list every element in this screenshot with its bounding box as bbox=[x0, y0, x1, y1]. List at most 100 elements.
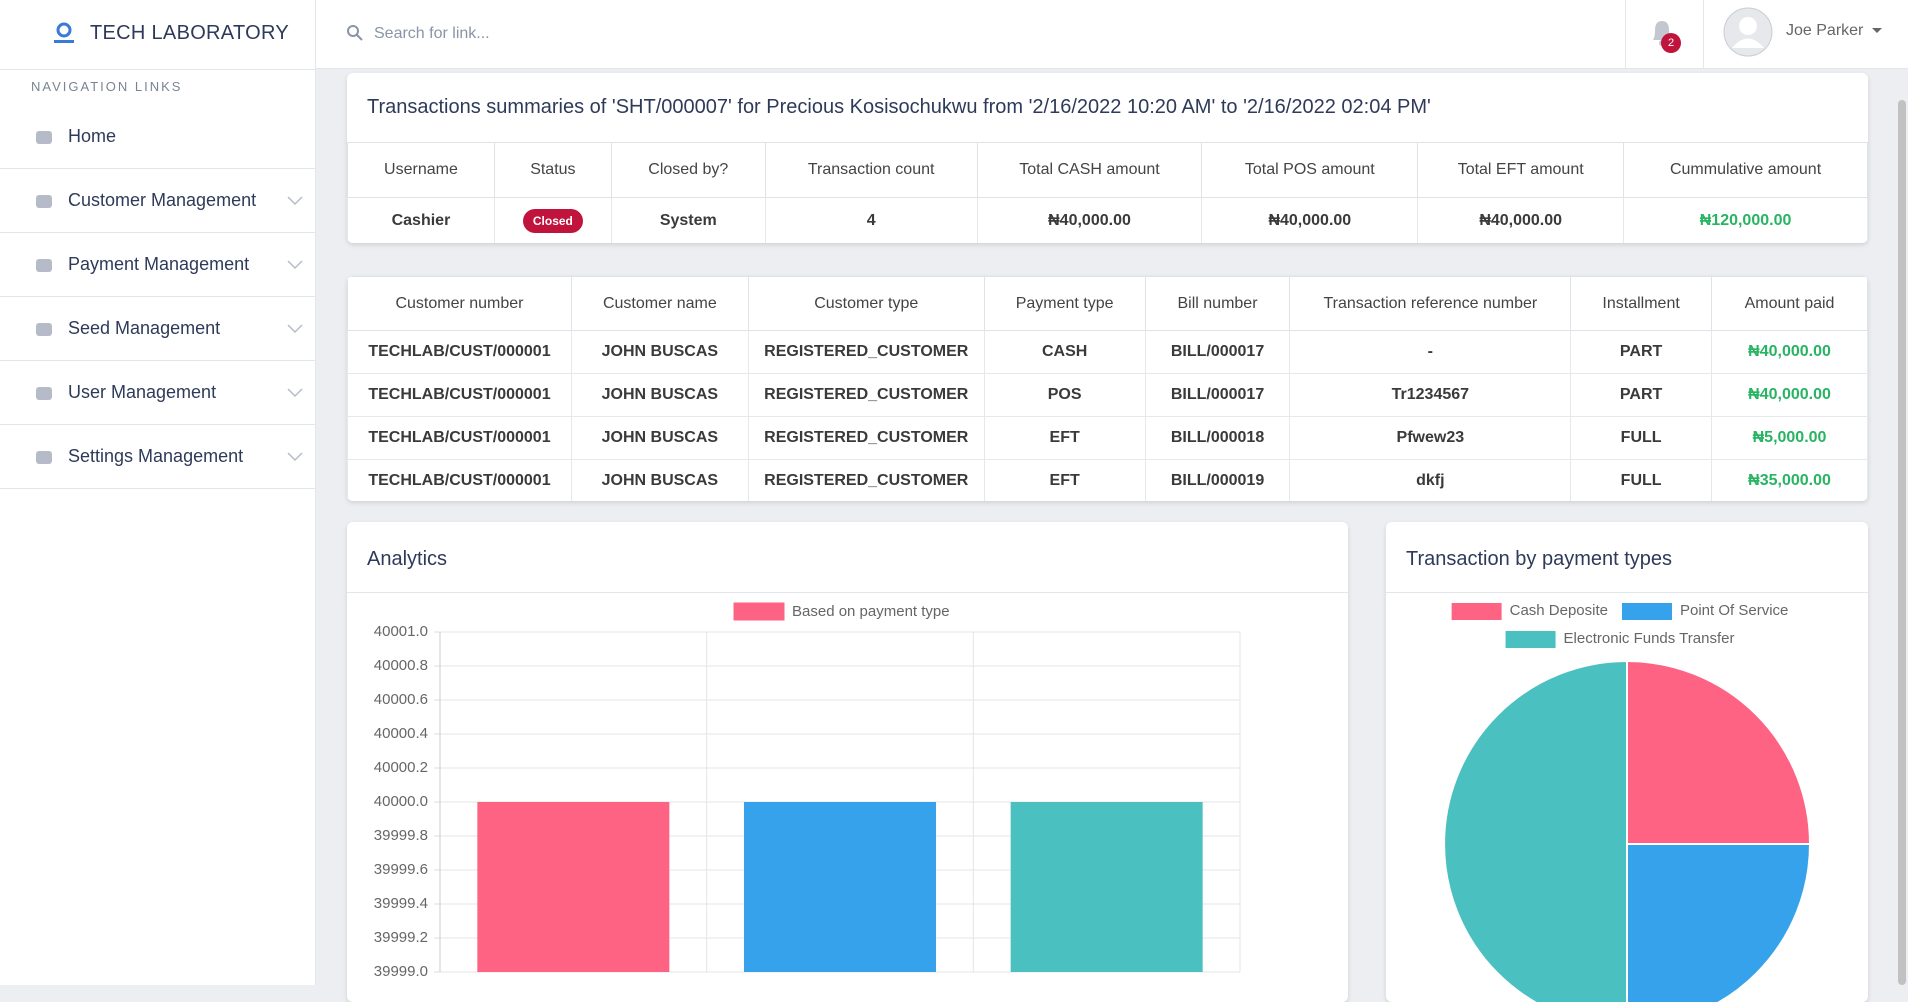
sidebar: TECH LABORATORY NAVIGATION LINKS Home Cus… bbox=[0, 0, 316, 985]
table-row: TECHLAB/CUST/000001 JOHN BUSCAS REGISTERED… bbox=[347, 373, 1868, 417]
legend-swatch bbox=[1622, 603, 1672, 620]
column-header: Status bbox=[493, 142, 612, 198]
table-cell: BILL/000019 bbox=[1144, 459, 1291, 501]
table-cell: EFT bbox=[983, 416, 1146, 460]
table-cell: ₦40,000.00 bbox=[1201, 197, 1419, 243]
header-row: Customer number Customer name Customer typ… bbox=[347, 276, 1868, 331]
logo bbox=[54, 22, 74, 43]
nav-item[interactable]: Home bbox=[0, 105, 316, 169]
table-row: TECHLAB/CUST/000001 JOHN BUSCAS REGISTERED… bbox=[347, 330, 1868, 374]
y-tick-label: 40000.8 bbox=[374, 657, 428, 674]
nav-item[interactable]: User Management bbox=[0, 361, 316, 425]
table-cell: ₦40,000.00 bbox=[1417, 197, 1625, 243]
transactions-table: Customer number Customer name Customer typ… bbox=[347, 276, 1868, 501]
legend-item: Electronic Funds Transfer bbox=[1505, 630, 1734, 648]
search-input[interactable]: Search for link... bbox=[374, 25, 490, 42]
table-head: Customer number Customer name Customer typ… bbox=[347, 276, 1868, 331]
table-cell: Tr1234567 bbox=[1289, 373, 1572, 417]
pie-slice bbox=[1626, 843, 1812, 1002]
table-cell: REGISTERED_CUSTOMER bbox=[747, 373, 985, 417]
nav-heading: NAVIGATION LINKS bbox=[31, 79, 183, 94]
table-cell: JOHN BUSCAS bbox=[570, 373, 749, 417]
table-cell: POS bbox=[983, 373, 1146, 417]
nav-icon-shape bbox=[36, 451, 52, 464]
legend-swatch bbox=[733, 602, 785, 621]
summary-table: Username Status Closed by? Transaction coun… bbox=[347, 142, 1868, 243]
column-header: Installment bbox=[1570, 276, 1713, 331]
column-header: Customer type bbox=[747, 276, 985, 331]
legend-swatch bbox=[1505, 631, 1556, 648]
legend-swatch bbox=[1451, 603, 1502, 620]
y-tick-label: 40000.2 bbox=[374, 759, 428, 776]
legend-label: Point Of Service bbox=[1680, 602, 1788, 619]
table-cell: TECHLAB/CUST/000001 bbox=[347, 459, 572, 501]
user-caret[interactable] bbox=[1871, 27, 1883, 35]
nav-chevron bbox=[287, 324, 303, 334]
table-cell: Cashier bbox=[347, 197, 495, 243]
y-tick-label: 39999.6 bbox=[374, 861, 428, 878]
table-cell: BILL/000017 bbox=[1144, 373, 1291, 417]
column-header: Payment type bbox=[983, 276, 1146, 331]
nav-icon-shape bbox=[36, 387, 52, 400]
payment-types-title: Transaction by payment types bbox=[1406, 548, 1673, 570]
table-cell: FULL bbox=[1570, 416, 1713, 460]
column-header: Total EFT amount bbox=[1417, 142, 1625, 198]
column-header: Customer number bbox=[347, 276, 572, 331]
status-badge: Closed bbox=[522, 208, 583, 233]
scrollbar[interactable] bbox=[1898, 100, 1906, 985]
column-header: Customer name bbox=[570, 276, 749, 331]
nav-chevron bbox=[287, 452, 303, 462]
nav-item[interactable]: Payment Management bbox=[0, 233, 316, 297]
avatar[interactable] bbox=[1723, 7, 1773, 57]
user-name[interactable]: Joe Parker bbox=[1786, 22, 1864, 39]
nav-icon-shape bbox=[36, 195, 52, 208]
table-cell: Closed bbox=[493, 197, 612, 243]
column-header: Username bbox=[347, 142, 495, 198]
nav-chevron bbox=[287, 388, 303, 398]
y-tick-label: 40001.0 bbox=[374, 623, 428, 640]
column-header: Total CASH amount bbox=[976, 142, 1203, 198]
table-cell: REGISTERED_CUSTOMER bbox=[747, 330, 985, 374]
table-cell: TECHLAB/CUST/000001 bbox=[347, 330, 572, 374]
header-row: Username Status Closed by? Transaction coun… bbox=[347, 142, 1868, 198]
table-cell: REGISTERED_CUSTOMER bbox=[747, 416, 985, 460]
nav-chevron-path bbox=[287, 196, 303, 206]
table-cell: ₦40,000.00 bbox=[976, 197, 1203, 243]
bar bbox=[744, 802, 936, 972]
table-cell: 4 bbox=[764, 197, 978, 243]
bar-chart: Based on payment type 39999.0 39999.2 39999… bbox=[374, 602, 1241, 980]
legend-label: Based on payment type bbox=[792, 603, 950, 620]
summary-card: Transactions summaries of 'SHT/000007' f… bbox=[347, 73, 1868, 243]
pie-chart: Cash Deposite Point Of Service Electronic … bbox=[1443, 602, 1812, 1002]
notification-badge: 2 bbox=[1661, 33, 1681, 53]
summary-title: Transactions summaries of 'SHT/000007' f… bbox=[367, 96, 1431, 118]
nav-icon-shape bbox=[36, 131, 52, 144]
nav-label: Payment Management bbox=[68, 254, 250, 274]
table-head: Username Status Closed by? Transaction coun… bbox=[347, 142, 1868, 198]
analytics-card: Analytics Based on payment type 39999.0 39… bbox=[347, 522, 1348, 1002]
column-header: Amount paid bbox=[1711, 276, 1868, 331]
nav-icon bbox=[36, 323, 52, 336]
bar bbox=[1010, 802, 1203, 972]
table-cell: ₦40,000.00 bbox=[1711, 373, 1868, 417]
column-header: Cummulative amount bbox=[1623, 142, 1868, 198]
table-row: TECHLAB/CUST/000001 JOHN BUSCAS REGISTERED… bbox=[347, 459, 1868, 501]
legend-item: Cash Deposite bbox=[1451, 602, 1608, 620]
nav-icon-shape bbox=[36, 259, 52, 272]
table-cell: System bbox=[610, 197, 766, 243]
table-row: TECHLAB/CUST/000001 JOHN BUSCAS REGISTERED… bbox=[347, 416, 1868, 460]
nav-chevron-path bbox=[287, 388, 303, 398]
nav-chevron-path bbox=[287, 324, 303, 334]
nav-item[interactable]: Customer Management bbox=[0, 169, 316, 233]
nav-label: Customer Management bbox=[68, 190, 257, 210]
y-tick-label: 40000.4 bbox=[374, 725, 428, 742]
nav-chevron bbox=[287, 196, 303, 206]
nav-chevron-path bbox=[287, 260, 303, 270]
nav-item[interactable]: Settings Management bbox=[0, 425, 316, 489]
y-tick-label: 40000.6 bbox=[374, 691, 428, 708]
legend-label: Cash Deposite bbox=[1510, 602, 1608, 619]
table-cell: JOHN BUSCAS bbox=[570, 330, 749, 374]
nav-item[interactable]: Seed Management bbox=[0, 297, 316, 361]
